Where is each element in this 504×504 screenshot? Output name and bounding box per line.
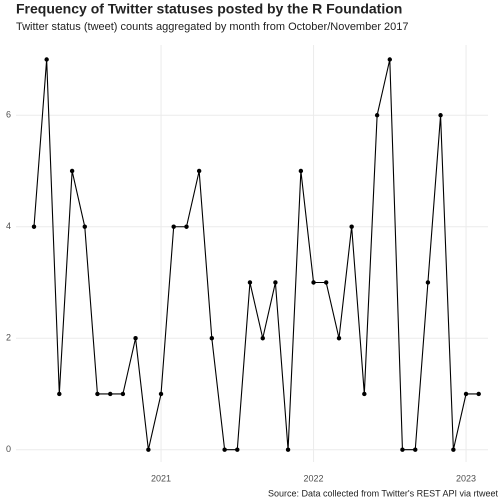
- chart-title: Frequency of Twitter statuses posted by …: [16, 1, 402, 17]
- point: [362, 391, 367, 397]
- point: [108, 391, 113, 397]
- point: [171, 224, 176, 229]
- point: [82, 224, 87, 229]
- point: [311, 280, 316, 285]
- point: [95, 391, 100, 397]
- point: [57, 391, 62, 397]
- point: [222, 447, 227, 452]
- y-tick-label: 4: [6, 221, 11, 231]
- point: [336, 336, 342, 341]
- point: [44, 57, 49, 62]
- x-tick-label: 2022: [304, 473, 324, 483]
- point: [425, 280, 431, 285]
- point: [260, 336, 265, 341]
- point: [247, 280, 253, 285]
- point: [323, 280, 329, 285]
- point: [120, 391, 126, 397]
- point: [285, 447, 291, 452]
- y-tick-label: 6: [6, 110, 11, 120]
- y-tick-label: 0: [6, 444, 11, 454]
- x-tick-label: 2023: [456, 473, 476, 483]
- point: [463, 391, 469, 397]
- point: [400, 447, 405, 452]
- point: [374, 113, 380, 118]
- y-tick-label: 2: [6, 333, 11, 343]
- line: [33, 59, 479, 451]
- point: [133, 336, 138, 341]
- point: [235, 447, 240, 452]
- point: [438, 113, 443, 118]
- point: [349, 224, 354, 229]
- point: [387, 57, 392, 62]
- point: [158, 391, 164, 397]
- point: [146, 447, 151, 452]
- point: [476, 391, 481, 397]
- point: [298, 168, 304, 174]
- point: [413, 447, 418, 452]
- point: [69, 168, 75, 174]
- chart-caption: Source: Data collected from Twitter's RE…: [268, 488, 498, 498]
- point: [273, 280, 278, 285]
- point: [209, 336, 215, 341]
- point: [184, 224, 189, 229]
- point: [451, 447, 456, 452]
- chart-subtitle: Twitter status (tweet) counts aggregated…: [16, 21, 409, 33]
- x-tick-label: 2021: [151, 473, 171, 483]
- point: [196, 168, 202, 174]
- point: [31, 224, 37, 229]
